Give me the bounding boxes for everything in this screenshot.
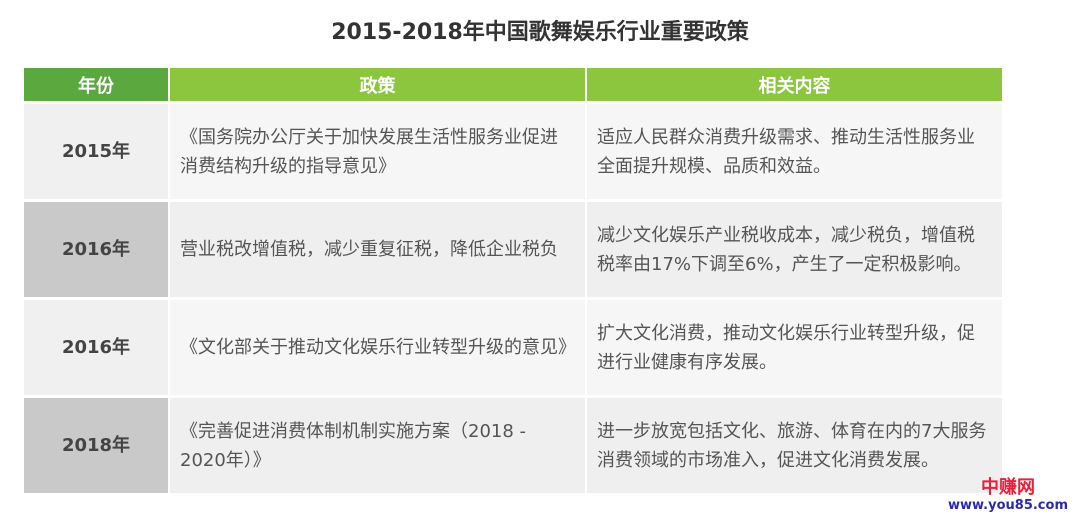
cell-year: 2016年 xyxy=(24,300,168,395)
cell-year: 2015年 xyxy=(24,104,168,199)
header-content: 相关内容 xyxy=(587,68,1002,101)
cell-content: 适应人民群众消费升级需求、推动生活性服务业全面提升规模、品质和效益。 xyxy=(587,104,1002,199)
cell-content: 进一步放宽包括文化、旅游、体育在内的7大服务消费领域的市场准入，促进文化消费发展… xyxy=(587,398,1002,493)
cell-year: 2016年 xyxy=(24,202,168,297)
cell-policy: 《文化部关于推动文化娱乐行业转型升级的意见》 xyxy=(170,300,585,395)
cell-content: 扩大文化消费，推动文化娱乐行业转型升级，促进行业健康有序发展。 xyxy=(587,300,1002,395)
cell-policy: 《国务院办公厅关于加快发展生活性服务业促进消费结构升级的指导意见》 xyxy=(170,104,585,199)
table-row: 2016年 营业税改增值税，减少重复征税，降低企业税负 减少文化娱乐产业税收成本，减… xyxy=(24,202,1002,297)
page-title: 2015-2018年中国歌舞娱乐行业重要政策 xyxy=(331,20,749,45)
cell-policy: 《完善促进消费体制机制实施方案（2018 - 2020年）》 xyxy=(170,398,585,493)
table-row: 2018年 《完善促进消费体制机制实施方案（2018 - 2020年）》 进一步放宽… xyxy=(24,398,1002,493)
header-policy: 政策 xyxy=(170,68,585,101)
watermark-name: 中赚网 xyxy=(980,477,1035,498)
watermark-url: www.you85.com xyxy=(947,498,1068,513)
cell-policy: 营业税改增值税，减少重复征税，降低企业税负 xyxy=(170,202,585,297)
header-year: 年份 xyxy=(24,68,168,101)
table-row: 2015年 《国务院办公厅关于加快发展生活性服务业促进消费结构升级的指导意见》 适应… xyxy=(24,104,1002,199)
policy-table: 年份 政策 相关内容 2015年 《国务院办公厅关于加快发展生活性服务业促进消费结… xyxy=(22,65,1004,496)
cell-content: 减少文化娱乐产业税收成本，减少税负，增值税税率由17%下调至6%，产生了一定积极… xyxy=(587,202,1002,297)
table-row: 2016年 《文化部关于推动文化娱乐行业转型升级的意见》 扩大文化消费，推动文化娱乐… xyxy=(24,300,1002,395)
watermark-logo: 中赚网 www.you85.com xyxy=(947,477,1068,514)
cell-year: 2018年 xyxy=(24,398,168,493)
